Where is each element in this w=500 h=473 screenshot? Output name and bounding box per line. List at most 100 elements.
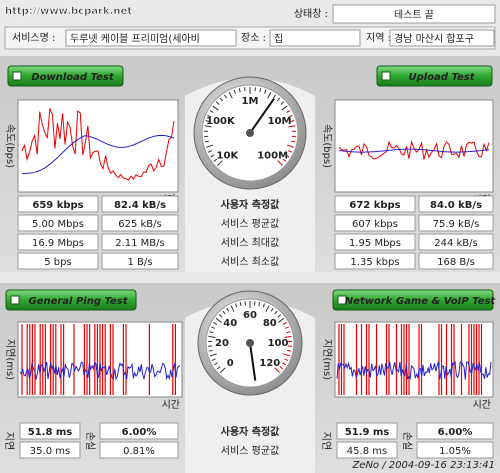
gauge-tick [265,305,270,313]
gauge-tick [282,322,287,325]
download-icon [12,71,22,81]
ping-loss: 6.00% [122,427,157,438]
ping-hit[interactable] [6,290,136,310]
download-bytes-box [101,195,179,213]
gauge-tick [211,326,216,329]
service-name-box [65,29,237,47]
gauge-tick [288,125,296,128]
graph-y-label: 지연(ms) [4,339,16,380]
service-label: 서비스명 : [12,32,55,44]
gauge-tick [234,303,238,308]
gauge-tick [233,89,236,94]
gauge-tick [270,307,274,312]
ping-loss-box [99,422,179,440]
row-label: 서비스 최대값 [221,237,279,249]
ping-loss-box [99,441,179,459]
gauge-tick [218,314,223,318]
delay-trace [336,360,492,381]
region-name-box [389,29,495,47]
download-bps-box [17,195,99,213]
upload-bytes: 168 B/s [437,257,475,268]
place-label: 장소 : [241,32,266,44]
ping-delay-box [19,441,81,459]
gauge-needle [249,98,275,134]
voip-delay: 45.8 ms [347,446,387,457]
gauge-tick [258,302,261,307]
download-hit[interactable] [8,66,123,86]
upload-bps: 607 kbps [352,219,398,230]
graph-area [17,99,179,193]
gauge-label: 120 [259,358,280,369]
download-button-label: Download Test [31,72,114,83]
upload-bytes: 75.9 kB/s [433,219,480,230]
measured-trace [338,139,490,160]
gauge-tick [287,349,292,352]
row-label: 서비스 최소값 [221,256,279,268]
gauge-tick [282,362,287,366]
gauge-tick [222,310,226,315]
delay-label: 지연 [3,432,15,450]
upload-bytes-box [418,195,494,213]
voip-loss: 1.05% [439,446,471,457]
gauge-tick [211,358,216,362]
gauge-tick [284,326,289,329]
gauge-tick [204,125,212,128]
measured-trace [21,108,175,181]
voip-delay-box [336,441,398,459]
upload-bytes-box [418,252,494,270]
upload-bytes: 84.0 kB/s [430,200,482,211]
gauge-tick [272,94,276,99]
gauge-tick [277,314,282,318]
gauge-tick [291,140,296,143]
download-bytes-box [101,252,179,270]
gauge-tick [285,154,290,158]
gauge-tick [213,362,218,366]
gauge-tick [259,88,262,93]
gauge-tick [277,160,283,166]
loss-label: 손실 [84,432,96,450]
voip-loss-box [416,422,494,440]
gauge-needle [249,342,257,381]
average-trace [21,134,175,175]
status-value-box [332,4,496,24]
gauge-label: 60 [243,310,257,321]
gauge-tick [290,120,295,123]
ping-icon [10,295,20,305]
graph-x-label: 시간 [162,399,180,411]
download-bps-box [17,214,99,232]
footer-stamp: ZeNo / 2004-09-16 23:13:41 [351,460,495,471]
download-bytes: 625 kB/s [118,219,162,230]
upload-bps: 672 kbps [349,200,400,211]
graph-x-label: 시간 [473,399,491,411]
voip-loss: 6.00% [438,427,473,438]
region-label: 지역 : [366,32,391,44]
place-name: 집 [274,33,283,45]
voip-hit[interactable] [333,290,493,310]
gauge-tick [284,358,289,362]
row-label: 서비스 평균값 [221,218,279,230]
gauge-tick [276,97,281,102]
upload-bytes-box [418,214,494,232]
delay-label: 지연 [320,432,332,450]
gauge-tick [216,366,221,370]
voip-button-label: Network Game & VoIP Test [345,296,497,307]
gauge-tick [217,160,223,166]
upload-bps-box [334,214,416,232]
gauge-tick [287,150,292,153]
ping-button [5,289,137,311]
gauge-label: 100M [257,151,288,162]
upload-hit[interactable] [377,66,492,86]
download-bps-box [17,252,99,270]
row-label: 서비스 평균값 [221,445,279,457]
gauge-tick [209,353,217,357]
gauge-tick [238,88,241,93]
status-label: 상태창 : [294,8,328,20]
gauge-tick [212,105,219,111]
upload-button-label: Upload Test [408,72,475,83]
upload-bps: 1.95 Mbps [349,238,401,249]
gauge-tick [213,158,218,162]
gauge-tick [281,105,288,111]
gauge-tick [209,331,214,334]
gauge-label: 100 [268,338,289,349]
graph-y-label: 속도(bps) [321,124,333,168]
